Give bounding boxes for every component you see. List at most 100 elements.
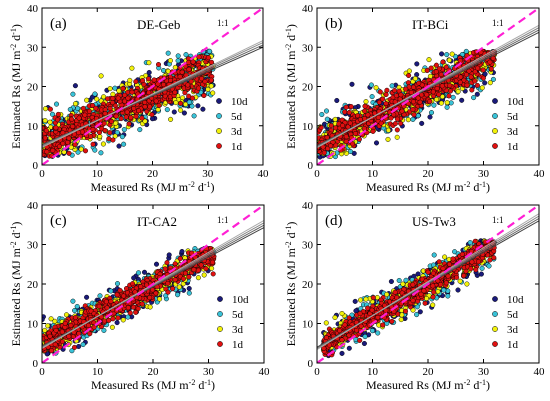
data-point	[126, 121, 132, 127]
y-tick-label: 20	[302, 82, 314, 94]
data-point	[139, 115, 145, 121]
data-point	[47, 106, 53, 112]
data-point	[201, 272, 207, 278]
data-point	[434, 96, 440, 103]
data-point	[155, 81, 161, 87]
data-point	[110, 100, 116, 106]
series-1d	[317, 48, 498, 156]
plot-area	[42, 205, 264, 363]
data-point	[128, 115, 134, 121]
x-tick-label: 40	[534, 168, 546, 180]
data-point	[101, 318, 108, 324]
data-point	[199, 76, 205, 82]
data-point	[466, 68, 472, 74]
data-point	[109, 324, 115, 330]
data-point	[186, 290, 192, 296]
data-point	[490, 76, 496, 82]
x-tick-label: 40	[258, 168, 270, 180]
data-point	[142, 118, 148, 124]
data-point	[87, 331, 93, 337]
data-point	[385, 127, 392, 133]
data-point	[186, 274, 192, 280]
data-point	[464, 82, 470, 88]
data-point	[427, 114, 433, 120]
data-point	[42, 118, 48, 124]
x-tick-label: 20	[148, 366, 160, 378]
data-point	[151, 77, 157, 83]
data-point	[396, 277, 402, 284]
data-point	[343, 134, 349, 140]
data-point	[97, 293, 103, 299]
data-point	[47, 333, 53, 339]
data-point	[182, 101, 189, 107]
one-to-one-line	[42, 205, 264, 363]
data-point	[191, 113, 197, 119]
data-point	[153, 261, 160, 267]
legend-marker-3d	[216, 128, 222, 134]
data-point	[189, 95, 196, 101]
x-tick-label: 30	[478, 168, 490, 180]
data-point	[324, 116, 330, 122]
data-point	[173, 100, 179, 106]
data-point	[66, 333, 72, 339]
data-point	[131, 105, 137, 111]
data-point	[444, 100, 450, 106]
data-point	[406, 72, 412, 79]
data-point	[76, 330, 82, 337]
data-point	[133, 309, 139, 315]
data-point	[149, 116, 156, 122]
data-point	[427, 98, 433, 105]
y-tick-label: 40	[27, 3, 39, 15]
data-point	[69, 348, 75, 354]
data-point	[375, 330, 381, 336]
data-point	[82, 148, 89, 154]
y-tick-label: 0	[308, 160, 314, 172]
data-point	[200, 106, 206, 112]
data-point	[115, 95, 121, 101]
data-point	[135, 270, 142, 276]
data-point	[133, 113, 139, 120]
panel-letter: (c)	[50, 213, 67, 229]
site-label: DE-Geb	[137, 17, 180, 32]
data-point	[72, 101, 79, 107]
data-point	[203, 266, 209, 272]
data-point	[189, 103, 195, 109]
data-point	[66, 135, 72, 141]
data-point	[98, 73, 104, 79]
y-tick-label: 40	[302, 3, 314, 15]
panel-letter: (b)	[325, 16, 343, 32]
data-point	[146, 90, 152, 96]
data-point	[160, 67, 167, 74]
data-point	[424, 92, 430, 98]
data-point	[433, 69, 439, 75]
data-point	[96, 129, 103, 135]
data-point	[177, 107, 184, 113]
data-point	[75, 105, 81, 111]
data-point	[124, 109, 130, 115]
y-tick-label: 10	[302, 121, 314, 133]
data-point	[355, 113, 361, 119]
data-point	[444, 52, 450, 58]
one-to-one-line	[42, 8, 263, 165]
data-point	[43, 128, 49, 134]
data-point	[349, 141, 356, 147]
data-point	[103, 299, 109, 305]
y-tick-label: 0	[33, 160, 39, 172]
fit-line	[42, 40, 263, 148]
data-point	[172, 261, 178, 267]
data-point	[131, 275, 137, 281]
y-tick-label: 10	[27, 319, 39, 331]
y-axis-title: Estimated Rs (MJ m-2 d-1)	[284, 24, 299, 149]
data-point	[410, 116, 416, 122]
legend-label: 1d	[231, 141, 243, 153]
data-point	[394, 134, 400, 140]
data-point	[205, 86, 211, 92]
panel-letter: (a)	[50, 16, 67, 32]
data-point	[55, 117, 61, 123]
data-point	[438, 100, 444, 106]
data-point	[190, 59, 196, 65]
data-point	[180, 276, 186, 282]
data-point	[177, 256, 183, 262]
data-point	[185, 82, 191, 88]
